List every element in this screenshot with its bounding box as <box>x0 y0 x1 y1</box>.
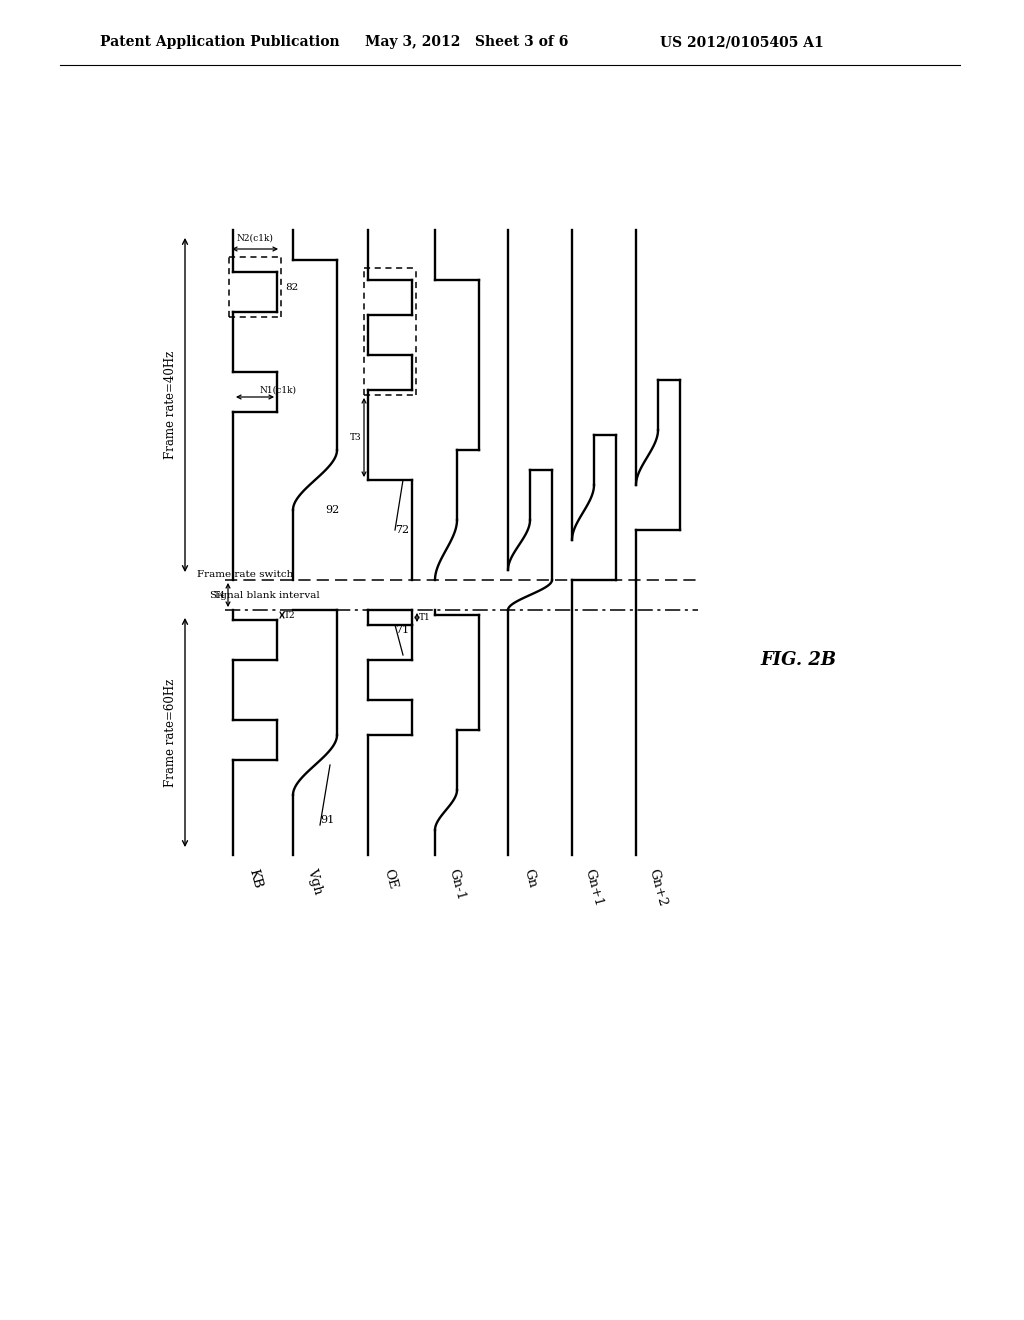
Text: Frame rate=60Hz: Frame rate=60Hz <box>164 678 177 787</box>
Text: Frame rate switch: Frame rate switch <box>197 570 293 579</box>
Text: Patent Application Publication: Patent Application Publication <box>100 36 340 49</box>
Text: T1: T1 <box>419 612 431 622</box>
Text: N2(c1k): N2(c1k) <box>237 234 273 243</box>
Text: N1(c1k): N1(c1k) <box>260 385 297 395</box>
Text: May 3, 2012   Sheet 3 of 6: May 3, 2012 Sheet 3 of 6 <box>365 36 568 49</box>
Text: Signal blank interval: Signal blank interval <box>210 590 319 599</box>
Text: OE: OE <box>381 867 399 890</box>
Text: 72: 72 <box>395 525 410 535</box>
Text: Vgh: Vgh <box>305 867 325 896</box>
Text: T2: T2 <box>284 610 296 619</box>
Text: Gn: Gn <box>521 867 539 888</box>
Text: US 2012/0105405 A1: US 2012/0105405 A1 <box>660 36 823 49</box>
Text: 91: 91 <box>319 814 334 825</box>
Text: Gn-1: Gn-1 <box>446 867 467 902</box>
Text: KB: KB <box>246 867 264 890</box>
Text: FIG. 2B: FIG. 2B <box>760 651 837 669</box>
Text: Gn+2: Gn+2 <box>647 867 670 908</box>
Text: 71: 71 <box>395 624 410 635</box>
Text: 82: 82 <box>285 282 298 292</box>
Text: Frame rate=40Hz: Frame rate=40Hz <box>164 351 177 459</box>
Text: T3: T3 <box>350 433 362 442</box>
Text: T4: T4 <box>214 590 226 599</box>
Text: Gn+1: Gn+1 <box>583 867 605 908</box>
Text: 92: 92 <box>325 506 339 515</box>
